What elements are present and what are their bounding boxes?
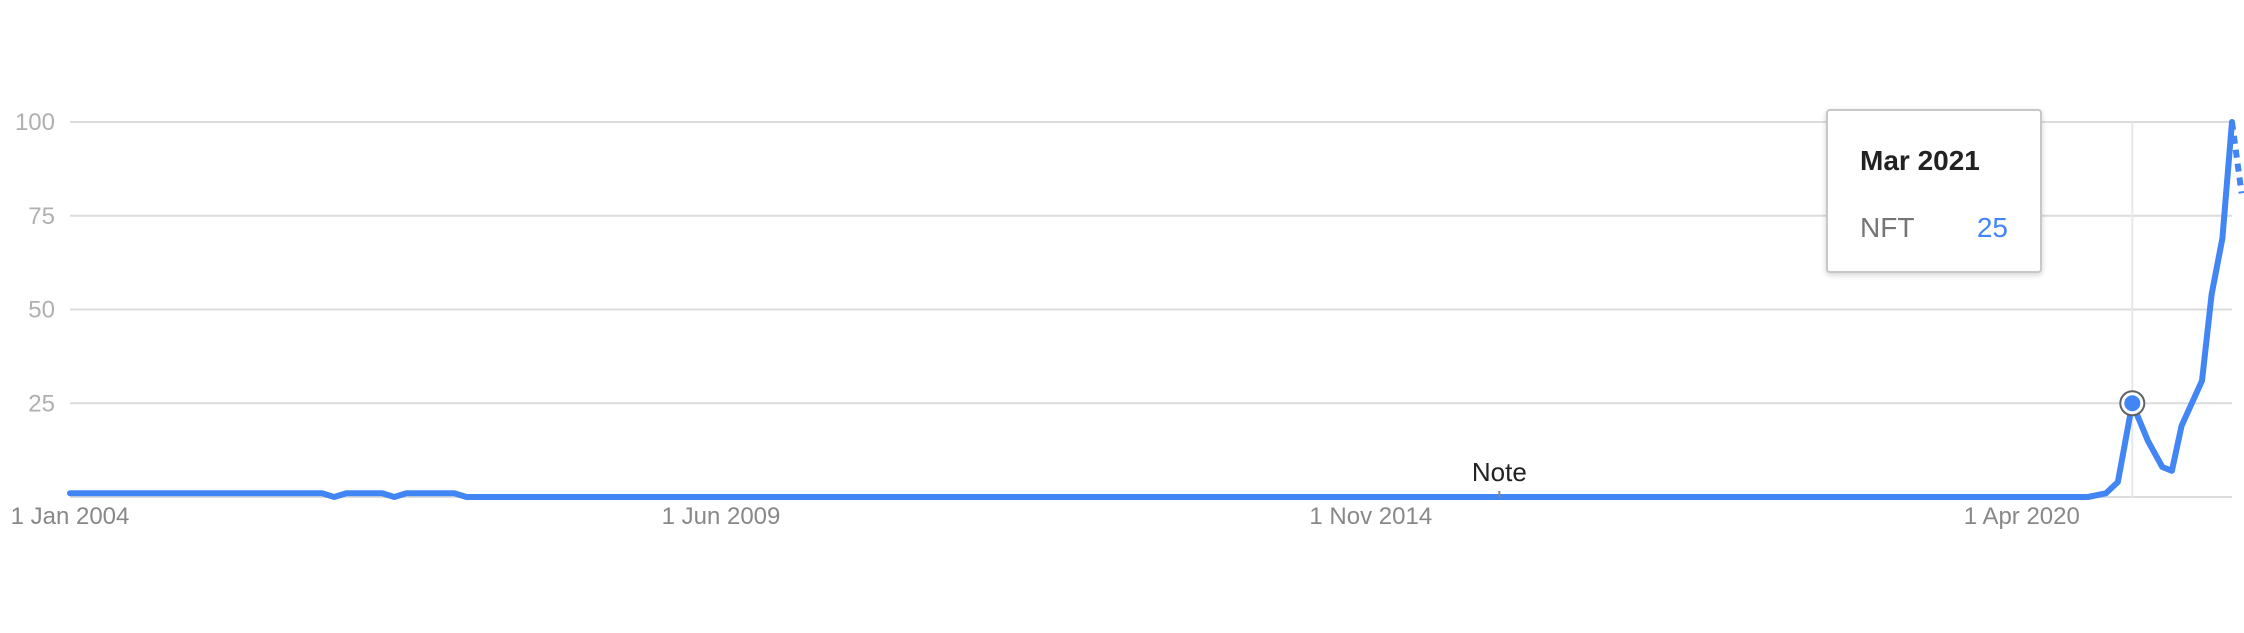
series-line: [67, 119, 2235, 500]
y-tick-label: 100: [15, 109, 55, 136]
note-annotation[interactable]: Note: [1472, 457, 1527, 487]
tooltip: Mar 2021 NFT 25: [1826, 109, 2042, 273]
annotation-layer: Note: [1472, 457, 1527, 497]
x-tick-label: 1 Jun 2009: [662, 503, 781, 530]
x-tick-label: 1 Apr 2020: [1964, 503, 2080, 530]
y-tick-label: 50: [28, 297, 55, 324]
tooltip-value: 25: [1976, 212, 2008, 243]
series-layer: [67, 119, 2244, 500]
x-axis-ticks: 1 Jan 2004 1 Jun 2009 1 Nov 2014 1 Apr 2020: [11, 503, 2080, 530]
y-tick-label: 25: [28, 390, 55, 417]
y-tick-label: 75: [28, 203, 55, 230]
series-partial-line: [2229, 121, 2244, 194]
tooltip-term: NFT: [1860, 212, 1915, 243]
highlight-marker-dot: [2124, 395, 2141, 412]
tooltip-date: Mar 2021: [1860, 145, 1980, 176]
y-axis-ticks: 100 75 50 25: [15, 109, 55, 417]
highlight-marker-layer: [2119, 390, 2146, 417]
x-tick-label: 1 Nov 2014: [1309, 503, 1432, 530]
x-tick-label: 1 Jan 2004: [11, 503, 130, 530]
